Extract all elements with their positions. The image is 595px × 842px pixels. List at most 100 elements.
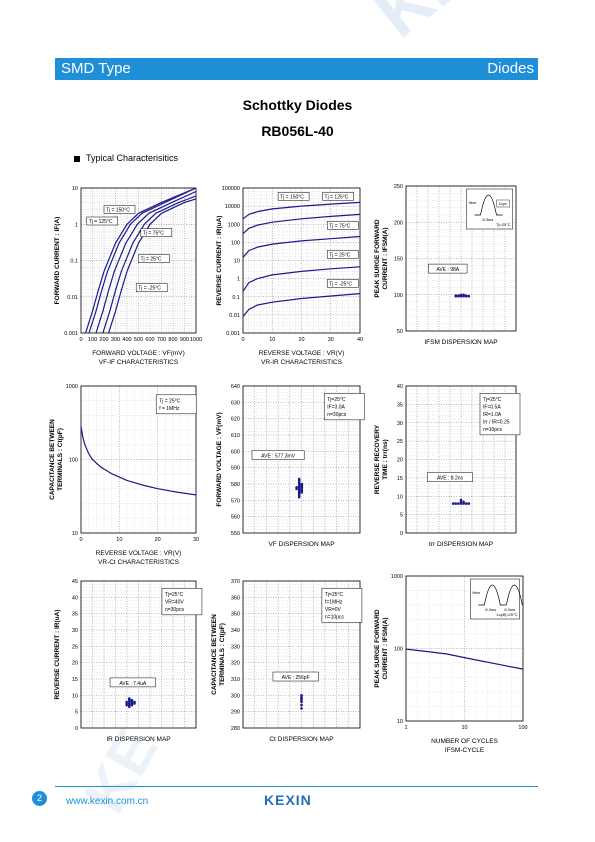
y-axis-label: CURRENT : IFSM(A) (382, 227, 389, 289)
y-tick-label: 30 (72, 628, 78, 634)
data-point (459, 498, 463, 502)
ct-dispersion-chart: 370 360 350 340 330 320 310 300 290 280 CAPACITANC… (211, 579, 363, 743)
series-line (95, 190, 197, 334)
ave-label: AVE : 8.2ns (437, 476, 464, 482)
curve-label-box (86, 216, 118, 226)
y-tick-label: 10 (234, 259, 240, 265)
inset-label: 8.3ms (485, 607, 496, 612)
x-tick-label: 400 (122, 337, 131, 343)
series-line (88, 187, 197, 334)
y-axis-label: REVERSE CURRENT : IR(uA) (216, 216, 223, 306)
y-axis-label: PEAK SURGE FORWARD (374, 609, 381, 688)
y-axis-label: FORWARD CURRENT : IF(A) (54, 217, 61, 305)
part-number: RB056L-40 (261, 123, 334, 139)
data-point (300, 703, 303, 707)
x-tick-label: 200 (99, 337, 108, 343)
condition-label: VR=40V (165, 599, 184, 605)
curve-label-box (326, 250, 359, 259)
data-point (297, 477, 301, 481)
ave-label: AVE : 7.4uA (119, 681, 147, 687)
x-tick-label: 300 (111, 337, 120, 343)
curve-label: Tj = 25°C (141, 257, 162, 263)
inset-label: 1cyc (496, 612, 504, 617)
series-line (405, 648, 524, 670)
x-tick-label: 0 (79, 537, 82, 543)
condition-label: IF=3.0A (327, 404, 345, 410)
header-banner: SMD Type Diodes (55, 58, 538, 80)
y-tick-label: 1000 (228, 222, 240, 228)
y-tick-label: 45 (72, 579, 78, 585)
condition-label: Tj=25°C (327, 397, 346, 403)
y-tick-label: 200 (394, 220, 403, 226)
y-tick-label: 1 (237, 277, 240, 283)
plot-frame (405, 185, 517, 332)
data-point (457, 502, 460, 505)
chart-caption: VR-IR CHARACTERISTICS (261, 359, 343, 366)
x-tick-label: 10 (269, 337, 275, 343)
y-tick-label: 15 (72, 677, 78, 683)
y-tick-label: 25 (72, 644, 78, 650)
x-tick-label: 20 (298, 337, 304, 343)
product-category: Diodes (487, 60, 534, 77)
x-tick-label: 10 (116, 537, 122, 543)
y-tick-label: 10 (72, 693, 78, 699)
plot-frame (242, 187, 361, 334)
condition-label: n=10pcs (325, 614, 345, 620)
y-tick-label: 25 (397, 439, 403, 445)
ave-label: AVE : 98A (436, 267, 459, 273)
y-tick-label: 560 (231, 515, 240, 521)
series-line (242, 266, 361, 292)
data-point (467, 294, 471, 298)
curve-label-box (103, 205, 136, 214)
ave-box (428, 263, 468, 274)
data-point (459, 293, 463, 297)
data-point (300, 694, 303, 697)
y-tick-label: 370 (231, 579, 240, 585)
data-point (459, 500, 463, 504)
y-tick-label: 350 (231, 612, 240, 618)
curve-label-box (135, 283, 168, 292)
bullet-square-icon (74, 155, 80, 162)
y-tick-label: 50 (397, 329, 403, 335)
y-axis-label: REVERSE CURRENT : IR(uA) (54, 610, 61, 700)
series-line (85, 187, 197, 334)
condition-box (479, 393, 521, 436)
x-tick-label: 600 (145, 337, 154, 343)
series-line (242, 201, 361, 220)
y-tick-label: 100 (231, 240, 240, 246)
y-tick-label: 280 (231, 726, 240, 732)
chart-caption: REVERSE VOLTAGE : VR(V) (96, 550, 182, 557)
y-axis-label: FORWARD VOLTAGE : VF(mV) (216, 412, 223, 506)
y-tick-label: 590 (231, 466, 240, 472)
x-tick-label: 1000 (190, 337, 202, 343)
y-tick-label: 630 (231, 400, 240, 406)
chart-caption: FORWARD VOLTAGE : VF(mV) (92, 350, 185, 357)
y-tick-label: 580 (231, 482, 240, 488)
x-tick-label: 30 (328, 337, 334, 343)
y-tick-label: 330 (231, 644, 240, 650)
y-tick-label: 20 (397, 458, 403, 464)
chart-caption: IFSM-CYCLE (445, 747, 485, 754)
y-tick-label: 100000 (222, 186, 240, 192)
condition-label: n=10pcs (483, 427, 503, 433)
condition-label: Tj=25°C (325, 592, 344, 598)
condition-box (321, 588, 363, 623)
condition-label: Tj=25°C (483, 397, 502, 403)
x-tick-label: 500 (134, 337, 143, 343)
data-point (454, 502, 458, 505)
data-point (464, 502, 468, 505)
y-tick-label: 550 (231, 531, 240, 537)
y-tick-label: 40 (397, 384, 403, 390)
condition-label: n=30pcs (327, 412, 347, 418)
y-tick-label: 100 (394, 647, 403, 653)
footer-url[interactable]: www.kexin.com.cn (66, 796, 149, 807)
inset-label: Ifsm (472, 590, 480, 595)
y-axis-label: CURRENT : IFSM(A) (382, 617, 389, 679)
curve-label: Tj = 75°C (143, 231, 164, 237)
y-axis-label: TERMINALS : Ct(pF) (219, 623, 226, 686)
series-line (242, 213, 361, 235)
inset-box (470, 578, 520, 620)
y-tick-label: 10 (397, 494, 403, 500)
